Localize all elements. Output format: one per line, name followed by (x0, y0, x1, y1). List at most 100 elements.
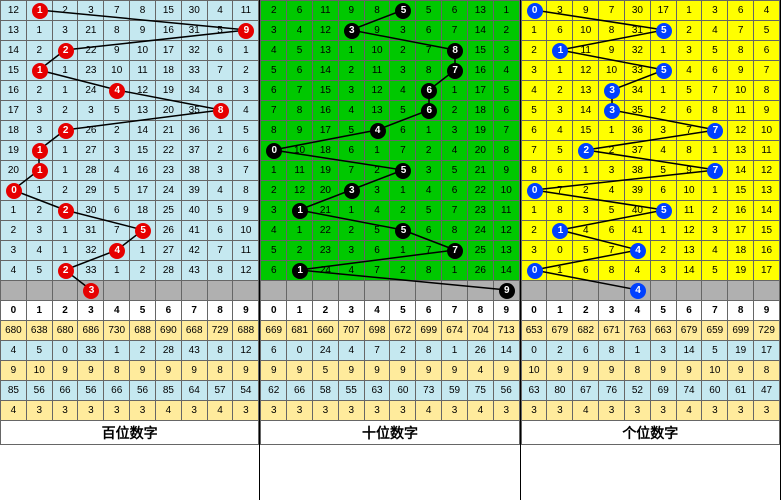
cell: 2 (52, 121, 78, 141)
stat-cell: 9 (261, 361, 287, 381)
ball-marker: 5 (395, 223, 411, 239)
cell: 3 (26, 221, 52, 241)
cell: 16 (130, 161, 156, 181)
table-row: 12230618254059 (1, 201, 259, 221)
cell: 5 (390, 221, 416, 241)
cell: 3 (78, 1, 104, 21)
cell: 10 (493, 181, 519, 201)
cell: 6 (573, 261, 599, 281)
cell: 1 (287, 261, 313, 281)
cell: 1 (233, 41, 259, 61)
header-cell: 7 (442, 301, 468, 321)
table-row: 45233122843812 (1, 261, 259, 281)
cell: 5 (599, 201, 625, 221)
cell: 11 (287, 161, 313, 181)
cell: 9 (364, 21, 390, 41)
cell: 34 (181, 81, 207, 101)
stat-cell: 8 (754, 361, 780, 381)
stat-cell: 3 (52, 401, 78, 421)
cell: 9 (338, 1, 364, 21)
table-row: 8613385971412 (521, 161, 779, 181)
cell: 6 (416, 221, 442, 241)
panel-0: 1212378153041113132189163159142222910173… (0, 0, 260, 500)
stat-cell: 8 (599, 341, 625, 361)
cell: 15 (573, 121, 599, 141)
stat-cell: 5 (312, 361, 338, 381)
stat-row: 653679682671763663679659699729 (521, 321, 779, 341)
cell: 30 (624, 1, 650, 21)
table-row: 6124472812614 (261, 261, 519, 281)
table-row: 4213334157108 (521, 81, 779, 101)
ball-marker: 5 (395, 163, 411, 179)
cell: 22 (312, 221, 338, 241)
stat-row: 0268131451917 (521, 341, 779, 361)
cell: 16 (467, 61, 493, 81)
cell: 4 (364, 201, 390, 221)
cell: 11 (130, 61, 156, 81)
cell: 5 (650, 21, 676, 41)
cell: 7 (364, 261, 390, 281)
cell: 6 (416, 101, 442, 121)
stat-cell: 3 (521, 401, 547, 421)
cell: 3 (702, 221, 728, 241)
cell: 22 (78, 41, 104, 61)
stat-cell: 8 (207, 341, 233, 361)
cell: 9 (754, 101, 780, 121)
stat-cell: 33 (78, 341, 104, 361)
cell: 5 (650, 201, 676, 221)
cell: 3 (261, 21, 287, 41)
cell: 7 (702, 81, 728, 101)
stat-cell: 2 (390, 341, 416, 361)
cell: 2 (26, 81, 52, 101)
cell: 6 (676, 101, 702, 121)
header-row: 0123456789 (1, 301, 259, 321)
stat-cell: 0 (287, 341, 313, 361)
cell: 5 (390, 101, 416, 121)
cell: 3 (338, 21, 364, 41)
stat-cell: 9 (573, 361, 599, 381)
stat-cell: 1 (624, 341, 650, 361)
table-row: 5223361772513 (261, 241, 519, 261)
cell: 4 (676, 61, 702, 81)
ball-marker: 6 (421, 83, 437, 99)
table-row: 21220331462210 (261, 181, 519, 201)
stat-cell: 10 (521, 361, 547, 381)
cell: 5 (26, 261, 52, 281)
ball-marker: 3 (604, 83, 620, 99)
header-cell: 0 (521, 301, 547, 321)
cell: 3 (547, 101, 573, 121)
cell: 3 (26, 121, 52, 141)
stat-cell: 9 (728, 361, 754, 381)
ball-marker: 7 (707, 163, 723, 179)
cell: 8 (493, 141, 519, 161)
gray-cell (52, 281, 78, 301)
stat-cell: 73 (416, 381, 442, 401)
cell: 18 (467, 101, 493, 121)
cell: 0 (521, 261, 547, 281)
ball-marker: 7 (447, 63, 463, 79)
cell: 3 (599, 101, 625, 121)
stat-cell: 9 (287, 361, 313, 381)
cell: 3 (442, 121, 468, 141)
header-cell: 4 (364, 301, 390, 321)
table-row: 341239367142 (261, 21, 519, 41)
cell: 37 (181, 141, 207, 161)
stat-cell: 9 (390, 361, 416, 381)
cell: 1 (521, 21, 547, 41)
gray-cell (390, 281, 416, 301)
stat-cell: 3 (599, 401, 625, 421)
table-row: 1511231011183372 (1, 61, 259, 81)
stat-row: 6024472812614 (261, 341, 519, 361)
gray-cell (181, 281, 207, 301)
cell: 35 (624, 101, 650, 121)
cell: 1 (26, 21, 52, 41)
cell: 1 (390, 181, 416, 201)
table-row: 17323513203584 (1, 101, 259, 121)
stat-cell: 14 (493, 341, 519, 361)
stat-cell: 7 (364, 341, 390, 361)
cell: 4 (599, 181, 625, 201)
gray-row: 3 (1, 281, 259, 301)
header-cell: 4 (104, 301, 130, 321)
ball-marker: 3 (344, 23, 360, 39)
cell: 4 (493, 61, 519, 81)
